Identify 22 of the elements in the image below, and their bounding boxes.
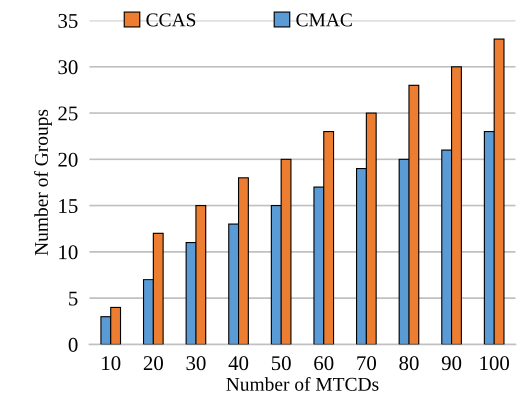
- x-axis-title: Number of MTCDs: [226, 376, 378, 391]
- x-tick-label: 70: [357, 356, 376, 370]
- y-tick-label: 5: [69, 292, 78, 306]
- x-tick-label: 50: [272, 356, 291, 370]
- y-tick-label: 30: [58, 60, 78, 74]
- x-tick-label: 30: [186, 356, 206, 370]
- x-tick-label: 60: [314, 356, 334, 370]
- y-tick-label: 25: [58, 106, 78, 120]
- legend-label: CCAS: [146, 13, 196, 26]
- x-tick-label: 10: [102, 356, 120, 370]
- x-tick-label: 90: [442, 356, 462, 370]
- x-tick-label: 20: [144, 356, 163, 370]
- y-tick-label: 35: [58, 14, 78, 28]
- y-tick-label: 10: [59, 245, 78, 260]
- y-tick-label: 0: [68, 338, 78, 352]
- x-tick-label: 40: [228, 356, 248, 370]
- x-tick-label: 100: [480, 356, 510, 370]
- x-tick-label: 80: [399, 356, 419, 370]
- legend-label: CMAC: [296, 13, 352, 26]
- y-axis-title: Number of Groups: [34, 110, 52, 256]
- y-tick-label: 15: [59, 199, 78, 214]
- y-tick-label: 20: [58, 152, 78, 167]
